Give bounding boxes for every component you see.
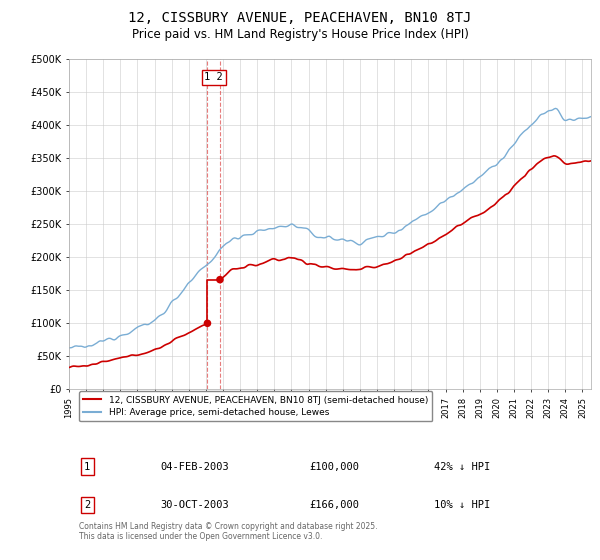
Point	[203, 319, 212, 328]
Text: 04-FEB-2003: 04-FEB-2003	[160, 461, 229, 472]
Text: 1 2: 1 2	[205, 72, 223, 82]
Text: 2: 2	[84, 500, 91, 510]
Point	[215, 275, 225, 284]
Text: 1: 1	[84, 461, 91, 472]
Text: Price paid vs. HM Land Registry's House Price Index (HPI): Price paid vs. HM Land Registry's House …	[131, 28, 469, 41]
Legend: 12, CISSBURY AVENUE, PEACEHAVEN, BN10 8TJ (semi-detached house), HPI: Average pr: 12, CISSBURY AVENUE, PEACEHAVEN, BN10 8T…	[79, 391, 433, 421]
Text: £100,000: £100,000	[309, 461, 359, 472]
Text: 42% ↓ HPI: 42% ↓ HPI	[434, 461, 491, 472]
Text: £166,000: £166,000	[309, 500, 359, 510]
Text: Contains HM Land Registry data © Crown copyright and database right 2025.
This d: Contains HM Land Registry data © Crown c…	[79, 522, 378, 541]
Text: 30-OCT-2003: 30-OCT-2003	[160, 500, 229, 510]
Text: 10% ↓ HPI: 10% ↓ HPI	[434, 500, 491, 510]
Text: 12, CISSBURY AVENUE, PEACEHAVEN, BN10 8TJ: 12, CISSBURY AVENUE, PEACEHAVEN, BN10 8T…	[128, 11, 472, 25]
